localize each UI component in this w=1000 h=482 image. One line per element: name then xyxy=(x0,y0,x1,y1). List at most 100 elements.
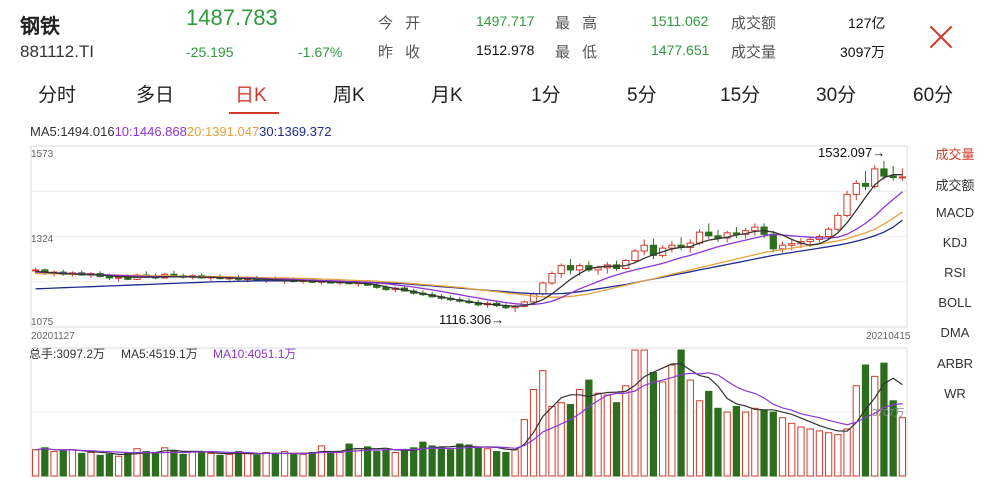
volume-bar xyxy=(852,385,860,477)
candle-body xyxy=(640,244,648,252)
volume-bar xyxy=(585,379,593,477)
volume-bar xyxy=(668,364,676,477)
volume-bar xyxy=(234,451,243,477)
volume-bar xyxy=(59,450,67,477)
stat-value-turnover: 127亿 xyxy=(848,15,886,31)
current-price: 1487.783 xyxy=(186,5,278,30)
tab-intraday[interactable]: 分时 xyxy=(38,85,77,106)
volume-bar xyxy=(474,447,482,477)
volume-bar xyxy=(419,441,427,477)
tab-1min[interactable]: 1分 xyxy=(531,85,561,106)
volume-bar xyxy=(483,448,492,477)
volume-bar xyxy=(207,452,215,477)
volume-bar xyxy=(520,419,528,477)
volume-bar xyxy=(741,411,750,477)
stat-label-high: 最 高 xyxy=(555,15,602,32)
side-arbr[interactable]: ARBR xyxy=(936,356,974,371)
candle-body xyxy=(843,193,851,216)
candle-body xyxy=(880,168,888,177)
volume-bar xyxy=(373,451,381,477)
tab-30min[interactable]: 30分 xyxy=(816,85,857,106)
tab-5min[interactable]: 5分 xyxy=(627,85,657,106)
volume-bar xyxy=(170,450,178,477)
volume-bar xyxy=(151,451,160,477)
volume-bar xyxy=(576,388,584,477)
side-wr[interactable]: WR xyxy=(944,386,966,401)
volume-bar xyxy=(428,445,436,477)
ma30-legend: 30:1369.372 xyxy=(259,124,332,139)
volume-bar xyxy=(327,451,335,477)
volume-bar xyxy=(188,451,197,477)
stat-label-volume: 成交量 xyxy=(731,44,777,61)
candle-body xyxy=(649,244,658,256)
side-macd[interactable]: MACD xyxy=(935,205,975,220)
ma20-line xyxy=(35,211,903,298)
volume-bar xyxy=(299,453,307,477)
candle-body xyxy=(806,238,814,243)
stat-value-high: 1511.062 xyxy=(651,13,709,29)
candle-body xyxy=(898,176,907,179)
volume-bar xyxy=(197,451,206,477)
volume-bar xyxy=(686,379,694,477)
date-end: 20210415 xyxy=(866,331,911,342)
volume-bar xyxy=(511,449,519,477)
side-dma[interactable]: DMA xyxy=(940,325,970,340)
volume-bar xyxy=(815,430,824,477)
candle-body xyxy=(557,265,565,275)
volume-bar xyxy=(695,400,704,477)
volume-bar xyxy=(446,449,455,477)
tab-weekly-k[interactable]: 周K xyxy=(333,85,365,106)
volume-bar xyxy=(557,402,565,477)
volume-bar xyxy=(640,349,648,477)
candle-body xyxy=(668,244,676,249)
tab-multi-day[interactable]: 多日 xyxy=(136,85,175,106)
stock-code: 881112.TI xyxy=(20,42,95,61)
tab-monthly-k[interactable]: 月K xyxy=(431,85,463,106)
volume-bar xyxy=(410,447,418,477)
volume-bar xyxy=(400,450,409,477)
vol-ma5-legend: MA5:4519.1万 xyxy=(121,347,198,361)
min-price-label: 1116.306→ xyxy=(439,312,504,327)
stat-value-volume: 3097万 xyxy=(840,44,886,60)
price-change-pct: -1.67% xyxy=(298,44,343,60)
candle-body xyxy=(834,214,842,230)
side-kdj[interactable]: KDJ xyxy=(942,235,968,250)
volume-bar xyxy=(612,402,621,477)
volume-bar xyxy=(732,405,741,477)
tab-daily-k[interactable]: 日K xyxy=(235,85,267,106)
candle-body xyxy=(714,235,722,239)
volume-bar xyxy=(834,434,842,477)
volume-bar xyxy=(723,411,731,477)
volume-bar xyxy=(539,370,547,477)
volume-bar xyxy=(437,447,445,477)
stat-value-prev-close: 1512.978 xyxy=(476,42,535,58)
candle-body xyxy=(382,286,390,291)
volume-bar xyxy=(262,451,270,477)
side-boll[interactable]: BOLL xyxy=(938,295,972,310)
volume-bar xyxy=(456,443,464,477)
side-turnover[interactable]: 成交额 xyxy=(935,178,975,193)
candle-body xyxy=(529,293,538,303)
volume-bar xyxy=(114,455,123,477)
ma20-legend: 20:1391.047 xyxy=(186,124,260,139)
side-volume[interactable]: 成交量 xyxy=(935,147,975,162)
volume-bar xyxy=(594,392,602,477)
stat-value-low: 1477.651 xyxy=(651,42,710,58)
candle-body xyxy=(861,182,870,187)
stat-label-prev-close: 昨 收 xyxy=(378,44,425,61)
volume-bar xyxy=(345,443,353,477)
y-tick-high: 1573 xyxy=(31,149,54,160)
volume-bar xyxy=(465,444,473,477)
tab-15min[interactable]: 15分 xyxy=(720,85,761,106)
candle-body xyxy=(105,275,114,279)
volume-bar xyxy=(391,451,399,477)
candle-body xyxy=(705,231,713,237)
tab-60min[interactable]: 60分 xyxy=(913,85,954,106)
stat-value-open: 1497.717 xyxy=(476,13,535,29)
period-tabs: 分时 多日 日K 周K 月K 1分 5分 15分 30分 60分 xyxy=(0,80,1000,114)
volume-bar xyxy=(659,381,667,477)
volume-bar xyxy=(105,453,114,477)
side-rsi[interactable]: RSI xyxy=(944,265,966,280)
max-price-label: 1532.097→ xyxy=(818,145,885,160)
